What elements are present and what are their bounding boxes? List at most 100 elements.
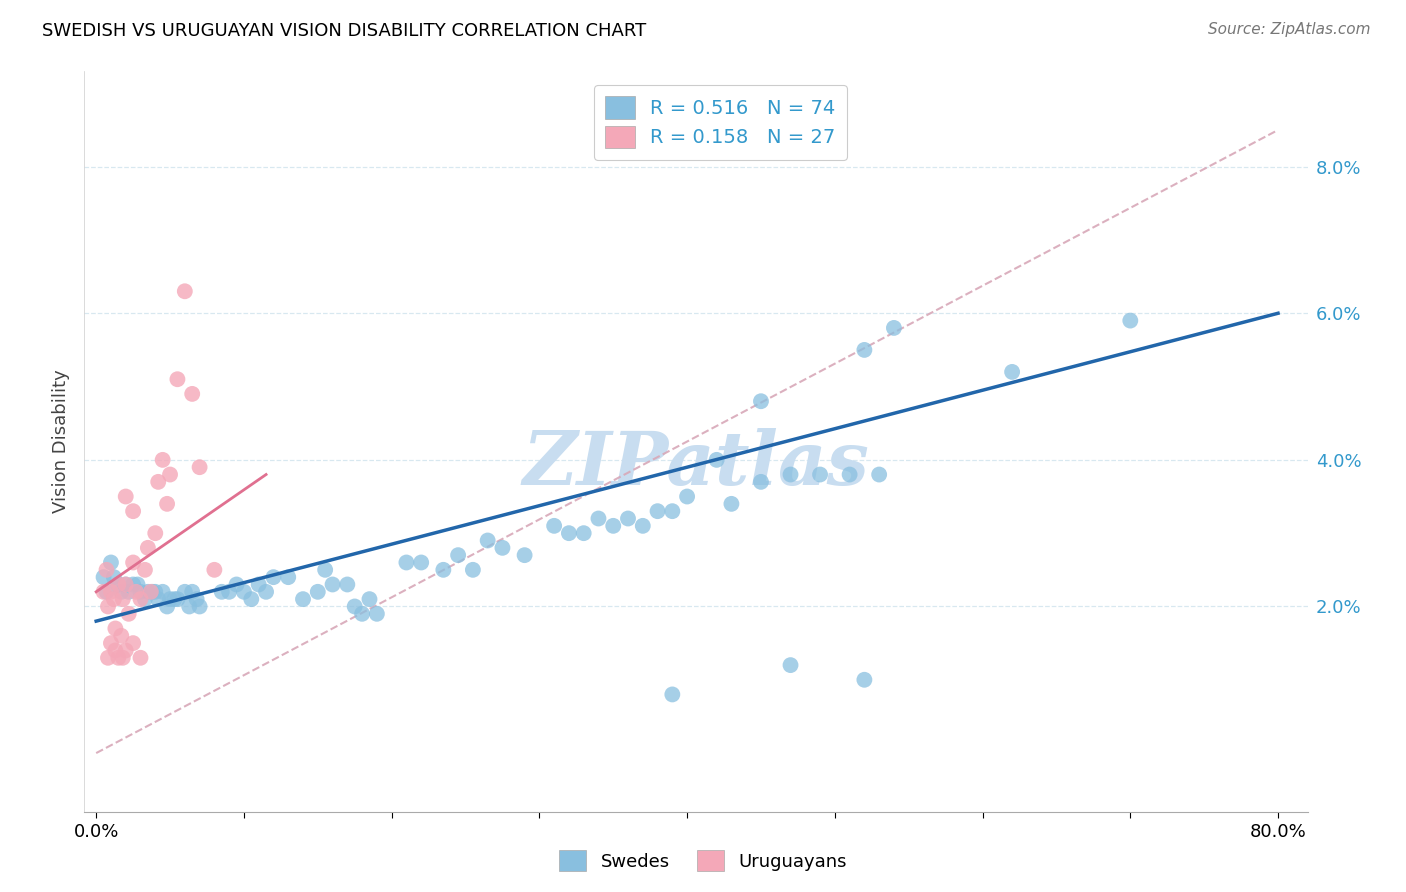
Point [853,343,876,357]
Point [749,394,772,409]
Point [1119,313,1142,327]
Point [211,584,233,599]
Point [129,592,152,607]
Point [93,584,115,599]
Point [107,650,129,665]
Point [602,519,624,533]
Point [111,592,134,607]
Point [159,592,181,607]
Point [127,577,149,591]
Point [136,541,159,555]
Point [631,519,654,533]
Point [156,599,179,614]
Point [883,321,905,335]
Point [647,504,669,518]
Point [100,584,122,599]
Point [163,592,186,607]
Point [129,650,152,665]
Point [97,599,120,614]
Point [838,467,860,482]
Point [188,460,211,475]
Point [122,556,145,570]
Point [104,643,127,657]
Point [240,592,263,607]
Point [749,475,772,489]
Point [477,533,499,548]
Point [173,285,195,299]
Point [188,599,211,614]
Point [343,599,366,614]
Point [110,629,132,643]
Point [143,584,166,599]
Point [181,387,204,401]
Point [225,577,247,591]
Point [166,592,188,607]
Point [558,526,581,541]
Point [868,467,890,482]
Point [661,688,683,702]
Point [352,607,374,621]
Point [247,577,270,591]
Point [661,504,683,518]
Point [336,577,359,591]
Point [461,563,484,577]
Point [118,584,141,599]
Point [314,563,336,577]
Point [134,592,156,607]
Point [779,658,801,673]
Point [152,584,174,599]
Point [543,519,565,533]
Point [411,556,433,570]
Point [148,475,170,489]
Point [186,592,208,607]
Point [122,636,145,650]
Legend: R = 0.516   N = 74, R = 0.158   N = 27: R = 0.516 N = 74, R = 0.158 N = 27 [593,85,846,160]
Point [254,584,277,599]
Point [491,541,513,555]
Point [129,584,152,599]
Text: Source: ZipAtlas.com: Source: ZipAtlas.com [1208,22,1371,37]
Point [1001,365,1024,379]
Point [107,577,129,591]
Point [134,563,156,577]
Point [513,548,536,562]
Point [706,453,728,467]
Point [166,372,188,386]
Point [141,584,163,599]
Point [588,511,610,525]
Point [114,643,136,657]
Point [97,650,120,665]
Point [779,467,801,482]
Point [103,592,125,607]
Legend: Swedes, Uruguayans: Swedes, Uruguayans [553,843,853,879]
Point [103,570,125,584]
Point [122,577,145,591]
Point [114,577,136,591]
Point [107,577,129,591]
Point [125,584,148,599]
Point [110,584,132,599]
Point [277,570,299,584]
Point [156,497,179,511]
Point [366,607,388,621]
Point [96,563,118,577]
Point [143,526,166,541]
Point [395,556,418,570]
Point [432,563,454,577]
Point [572,526,595,541]
Point [292,592,315,607]
Point [111,650,134,665]
Point [139,584,162,599]
Point [202,563,225,577]
Point [181,584,204,599]
Point [173,584,195,599]
Point [96,584,118,599]
Point [322,577,344,591]
Point [218,584,240,599]
Point [136,584,159,599]
Point [720,497,742,511]
Point [114,577,136,591]
Point [100,636,122,650]
Point [359,592,381,607]
Text: SWEDISH VS URUGUAYAN VISION DISABILITY CORRELATION CHART: SWEDISH VS URUGUAYAN VISION DISABILITY C… [42,22,647,40]
